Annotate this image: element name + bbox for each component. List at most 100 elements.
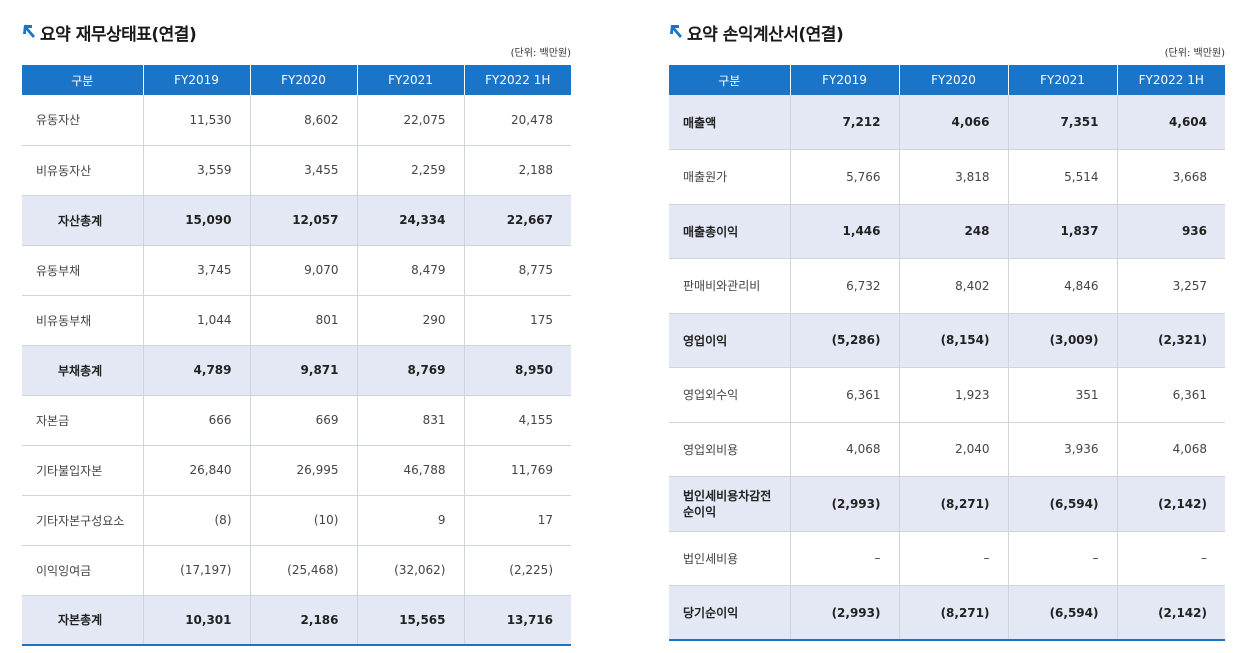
- table-row: 매출액 7,212 4,066 7,351 4,604: [669, 95, 1225, 150]
- table-row: 유동자산 11,530 8,602 22,075 20,478: [22, 95, 571, 146]
- income-statement-title-text: 요약 손익계산서(연결): [687, 25, 844, 45]
- table-row: 법인세비용 – – – –: [669, 531, 1225, 586]
- value-cell: 13,716: [464, 595, 571, 646]
- value-cell: 666: [143, 395, 251, 446]
- value-cell: 8,602: [250, 95, 358, 146]
- table-row: 매출총이익 1,446 248 1,837 936: [669, 204, 1225, 259]
- row-label: 유동자산: [22, 95, 144, 146]
- value-cell: (2,321): [1117, 313, 1225, 368]
- table-row: 부채총계 4,789 9,871 8,769 8,950: [22, 345, 571, 396]
- value-cell: –: [899, 531, 1009, 586]
- table-header-row: 구분 FY2019 FY2020 FY2021 FY2022 1H: [22, 65, 571, 95]
- value-cell: 248: [899, 204, 1009, 259]
- income-statement-unit: (단위: 백만원): [1164, 48, 1225, 59]
- value-cell: 3,818: [899, 149, 1009, 205]
- value-cell: 351: [1008, 367, 1118, 423]
- value-cell: 5,514: [1008, 149, 1118, 205]
- value-cell: 8,769: [357, 345, 465, 396]
- corner-arrow-icon: [23, 24, 35, 38]
- table-row: 영업외수익 6,361 1,923 351 6,361: [669, 367, 1225, 423]
- value-cell: 11,769: [464, 445, 571, 496]
- corner-arrow-icon: [670, 24, 682, 38]
- balance-sheet-body: 유동자산 11,530 8,602 22,075 20,478 비유동자산 3,559 3,4…: [22, 95, 571, 646]
- value-cell: (32,062): [357, 545, 465, 596]
- row-label: 영업외비용: [669, 422, 791, 477]
- income-statement-panel: 요약 손익계산서(연결) (단위: 백만원) 구분 FY2019 FY2020 …: [669, 0, 1225, 641]
- value-cell: 3,455: [250, 145, 358, 196]
- table-row: 유동부채 3,745 9,070 8,479 8,775: [22, 245, 571, 296]
- header-cell: FY2021: [357, 65, 465, 95]
- value-cell: 4,068: [1117, 422, 1225, 477]
- value-cell: 10,301: [143, 595, 251, 646]
- value-cell: 46,788: [357, 445, 465, 496]
- value-cell: 2,259: [357, 145, 465, 196]
- value-cell: 22,075: [357, 95, 465, 146]
- income-statement-table: 구분 FY2019 FY2020 FY2021 FY2022 1H 매출액 7,2…: [669, 65, 1225, 641]
- row-label: 자본금: [22, 395, 144, 446]
- balance-sheet-title: 요약 재무상태표(연결): [22, 20, 197, 45]
- row-label: 매출총이익: [669, 204, 791, 259]
- value-cell: (2,993): [790, 585, 900, 641]
- value-cell: (6,594): [1008, 476, 1118, 532]
- value-cell: 20,478: [464, 95, 571, 146]
- value-cell: 5,766: [790, 149, 900, 205]
- value-cell: (2,142): [1117, 585, 1225, 641]
- table-row: 자산총계 15,090 12,057 24,334 22,667: [22, 195, 571, 246]
- row-label: 당기순이익: [669, 585, 791, 641]
- balance-sheet-title-text: 요약 재무상태표(연결): [40, 25, 197, 45]
- value-cell: 801: [250, 295, 358, 346]
- value-cell: 3,668: [1117, 149, 1225, 205]
- value-cell: (2,225): [464, 545, 571, 596]
- row-label: 자본총계: [22, 595, 144, 646]
- table-row: 자본총계 10,301 2,186 15,565 13,716: [22, 595, 571, 646]
- value-cell: 290: [357, 295, 465, 346]
- income-statement-title: 요약 손익계산서(연결): [669, 20, 844, 45]
- value-cell: 936: [1117, 204, 1225, 259]
- value-cell: 2,188: [464, 145, 571, 196]
- balance-sheet-table: 구분 FY2019 FY2020 FY2021 FY2022 1H 유동자산 11…: [22, 65, 571, 646]
- value-cell: 4,846: [1008, 258, 1118, 314]
- table-row: 비유동부채 1,044 801 290 175: [22, 295, 571, 346]
- header-cell: FY2020: [250, 65, 358, 95]
- value-cell: 9,070: [250, 245, 358, 296]
- value-cell: 8,402: [899, 258, 1009, 314]
- value-cell: 17: [464, 495, 571, 546]
- table-row: 영업이익 (5,286) (8,154) (3,009) (2,321): [669, 313, 1225, 368]
- row-label: 기타자본구성요소: [22, 495, 144, 546]
- value-cell: (8): [143, 495, 251, 546]
- income-statement-body: 매출액 7,212 4,066 7,351 4,604 매출원가 5,766 3,818 5,5…: [669, 95, 1225, 641]
- row-label: 자산총계: [22, 195, 144, 246]
- row-label: 법인세비용: [669, 531, 791, 586]
- header-cell: FY2021: [1008, 65, 1118, 95]
- table-row: 매출원가 5,766 3,818 5,514 3,668: [669, 149, 1225, 205]
- row-label: 비유동부채: [22, 295, 144, 346]
- value-cell: (2,142): [1117, 476, 1225, 532]
- value-cell: 4,604: [1117, 95, 1225, 150]
- balance-sheet-panel: 요약 재무상태표(연결) (단위: 백만원) 구분 FY2019 FY2020 …: [22, 0, 571, 646]
- value-cell: –: [1008, 531, 1118, 586]
- value-cell: (10): [250, 495, 358, 546]
- value-cell: 6,361: [790, 367, 900, 423]
- value-cell: 1,044: [143, 295, 251, 346]
- value-cell: (3,009): [1008, 313, 1118, 368]
- value-cell: 4,789: [143, 345, 251, 396]
- value-cell: 4,066: [899, 95, 1009, 150]
- value-cell: 7,351: [1008, 95, 1118, 150]
- row-label: 영업이익: [669, 313, 791, 368]
- header-cell: FY2022 1H: [464, 65, 571, 95]
- value-cell: 8,479: [357, 245, 465, 296]
- value-cell: 4,155: [464, 395, 571, 446]
- row-label: 부채총계: [22, 345, 144, 396]
- table-row: 법인세비용차감전 순이익 (2,993) (8,271) (6,594) (2,142): [669, 476, 1225, 532]
- header-cell: FY2020: [899, 65, 1009, 95]
- value-cell: –: [1117, 531, 1225, 586]
- value-cell: 3,936: [1008, 422, 1118, 477]
- value-cell: (17,197): [143, 545, 251, 596]
- value-cell: 15,090: [143, 195, 251, 246]
- value-cell: (8,271): [899, 476, 1009, 532]
- table-header-row: 구분 FY2019 FY2020 FY2021 FY2022 1H: [669, 65, 1225, 95]
- row-label: 법인세비용차감전 순이익: [669, 476, 791, 532]
- value-cell: 8,950: [464, 345, 571, 396]
- value-cell: 3,559: [143, 145, 251, 196]
- value-cell: 2,040: [899, 422, 1009, 477]
